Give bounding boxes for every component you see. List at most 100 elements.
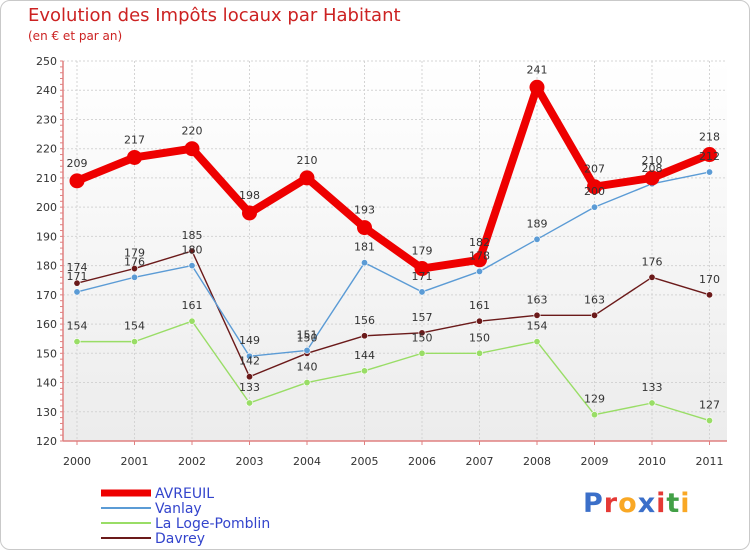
data-point-davrey [648,273,656,281]
data-point-davrey [360,332,368,340]
data-label-la-loge-pomblin: 154 [124,320,145,333]
data-point-davrey [418,329,426,337]
data-label-avreuil: 220 [182,125,203,138]
data-point-vanlay [590,203,598,211]
chart-subtitle: (en € et par an) [28,29,123,43]
series-vanlay [73,168,713,360]
data-point-la-loge-pomblin [303,379,311,387]
data-point-vanlay [303,346,311,354]
data-point-avreuil [414,261,430,277]
data-label-davrey: 176 [642,255,663,268]
data-label-avreuil: 210 [297,154,318,167]
data-label-la-loge-pomblin: 150 [469,331,490,344]
data-label-la-loge-pomblin: 140 [297,361,318,374]
data-label-la-loge-pomblin: 133 [642,381,663,394]
data-point-vanlay [73,288,81,296]
y-tick-label: 160 [36,318,57,331]
data-point-avreuil [69,173,85,189]
data-point-vanlay [188,262,196,270]
data-label-vanlay: 189 [527,217,548,230]
data-point-la-loge-pomblin [360,367,368,375]
x-tick-label: 2011 [696,455,724,468]
data-label-avreuil: 210 [642,154,663,167]
chart-title: Evolution des Impôts locaux par Habitant [28,5,401,26]
x-tick-label: 2009 [581,455,609,468]
data-point-la-loge-pomblin [475,349,483,357]
series-la-loge-pomblin [73,317,713,425]
data-point-la-loge-pomblin [418,349,426,357]
data-label-la-loge-pomblin: 127 [699,399,720,412]
x-tick-label: 2004 [293,455,321,468]
data-point-la-loge-pomblin [705,417,713,425]
data-label-davrey: 156 [354,314,375,327]
logo-letter: x [637,488,657,519]
data-label-davrey: 174 [67,261,88,274]
data-point-davrey [705,291,713,299]
y-tick-label: 170 [36,289,57,302]
y-tick-label: 230 [36,113,57,126]
series-avreuil [69,79,717,277]
data-point-la-loge-pomblin [131,338,139,346]
data-point-avreuil [472,252,487,268]
data-point-vanlay [533,235,541,243]
data-label-davrey: 170 [699,273,720,286]
data-label-avreuil: 241 [527,63,548,76]
logo-letter: t [666,488,681,519]
proxiti-logo: Proxiti [583,488,691,519]
data-label-vanlay: 176 [124,255,145,268]
data-label-davrey: 157 [412,311,433,324]
y-tick-label: 210 [36,172,57,185]
x-tick-label: 2008 [523,455,551,468]
x-tick-label: 2005 [351,455,379,468]
y-tick-label: 130 [36,406,57,419]
data-label-avreuil: 193 [354,204,375,217]
y-tick-label: 120 [36,435,57,448]
y-tick-label: 200 [36,201,57,214]
data-point-vanlay [360,259,368,267]
data-point-vanlay [131,273,139,281]
y-tick-label: 250 [36,55,57,68]
data-label-davrey: 163 [584,293,605,306]
data-label-davrey: 179 [124,247,145,260]
series-line-la-loge-pomblin [76,320,711,422]
data-label-davrey: 161 [469,299,490,312]
data-label-davrey: 163 [527,293,548,306]
data-point-la-loge-pomblin [533,338,541,346]
data-label-vanlay: 200 [584,185,605,198]
y-tick-label: 220 [36,143,57,156]
series-line-vanlay [76,171,711,357]
y-tick-label: 190 [36,230,57,243]
data-label-la-loge-pomblin: 129 [584,393,605,406]
data-point-davrey [73,279,81,287]
data-point-la-loge-pomblin [590,411,598,419]
data-label-la-loge-pomblin: 144 [354,349,375,362]
data-point-avreuil [529,79,545,95]
data-point-avreuil [644,170,660,186]
data-point-davrey [533,311,541,319]
data-label-la-loge-pomblin: 161 [182,299,203,312]
data-point-davrey [246,373,254,381]
data-point-davrey [590,311,598,319]
data-label-avreuil: 209 [67,157,88,170]
x-tick-label: 2006 [408,455,436,468]
y-tick-label: 150 [36,347,57,360]
data-label-vanlay: 180 [182,244,203,257]
data-label-vanlay: 149 [239,334,260,347]
logo-letter: i [680,488,691,519]
data-point-avreuil [242,205,257,221]
x-tick-label: 2000 [63,455,91,468]
data-label-avreuil: 218 [699,131,720,144]
data-point-la-loge-pomblin [246,399,254,407]
data-label-avreuil: 198 [239,189,260,202]
data-label-davrey: 150 [297,331,318,344]
data-point-avreuil [587,179,602,195]
data-point-vanlay [705,168,713,176]
data-label-la-loge-pomblin: 154 [67,320,88,333]
legend-label-avreuil: AVREUIL [155,486,214,502]
series-line-davrey [76,250,711,378]
x-tick-label: 2001 [121,455,149,468]
x-tick-label: 2010 [638,455,666,468]
x-tick-label: 2003 [236,455,264,468]
